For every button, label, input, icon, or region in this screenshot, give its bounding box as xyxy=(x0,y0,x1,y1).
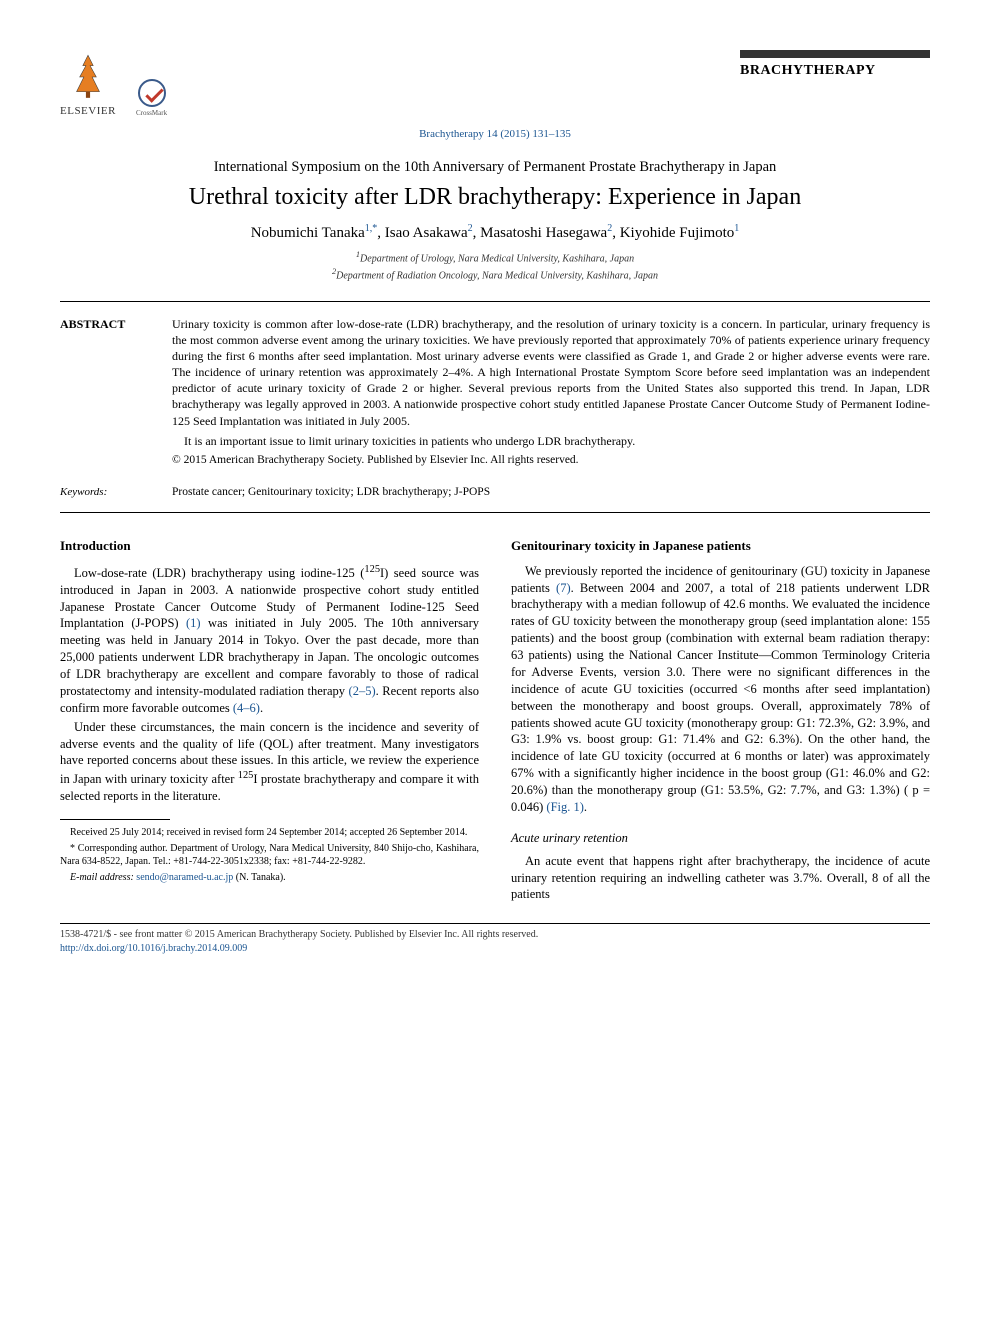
header-row: ELSEVIER CrossMark BRACHYTHERAPY xyxy=(60,50,930,119)
footnote-email: E-mail address: sendo@naramed-u.ac.jp (N… xyxy=(60,871,479,885)
body-columns: Introduction Low-dose-rate (LDR) brachyt… xyxy=(60,537,930,905)
footnote-divider xyxy=(60,819,170,820)
affiliation: 1Department of Urology, Nara Medical Uni… xyxy=(60,249,930,266)
abstract-para: It is an important issue to limit urinar… xyxy=(172,433,930,449)
author: Masatoshi Hasegawa2 xyxy=(480,225,612,241)
keywords-block: Keywords: Prostate cancer; Genitourinary… xyxy=(60,485,930,501)
abstract-para: Urinary toxicity is common after low-dos… xyxy=(172,316,930,429)
subsection-heading: Acute urinary retention xyxy=(511,830,930,847)
crossmark-icon xyxy=(138,79,166,107)
symposium-line: International Symposium on the 10th Anni… xyxy=(60,158,930,178)
abstract-block: ABSTRACT Urinary toxicity is common afte… xyxy=(60,316,930,469)
issn-line: 1538-4721/$ - see front matter © 2015 Am… xyxy=(60,928,930,942)
citation-line: Brachytherapy 14 (2015) 131–135 xyxy=(60,127,930,142)
body-paragraph: Under these circumstances, the main conc… xyxy=(60,719,479,806)
author-list: Nobumichi Tanaka1,*, Isao Asakawa2, Masa… xyxy=(60,222,930,243)
affiliations: 1Department of Urology, Nara Medical Uni… xyxy=(60,249,930,283)
section-heading: Introduction xyxy=(60,537,479,555)
elsevier-logo: ELSEVIER xyxy=(60,50,116,119)
keywords-label: Keywords: xyxy=(60,485,152,501)
divider xyxy=(60,301,930,302)
author: Kiyohide Fujimoto1 xyxy=(620,225,740,241)
article-title: Urethral toxicity after LDR brachytherap… xyxy=(60,181,930,213)
email-link[interactable]: sendo@naramed-u.ac.jp xyxy=(136,872,233,883)
footnote-corresponding: * Corresponding author. Department of Ur… xyxy=(60,842,479,869)
author: Nobumichi Tanaka1,* xyxy=(251,225,378,241)
body-paragraph: An acute event that happens right after … xyxy=(511,853,930,904)
reference-link[interactable]: (Fig. 1) xyxy=(546,800,584,814)
body-paragraph: Low-dose-rate (LDR) brachytherapy using … xyxy=(60,563,479,717)
footnote-received: Received 25 July 2014; received in revis… xyxy=(60,826,479,840)
right-column: Genitourinary toxicity in Japanese patie… xyxy=(511,537,930,905)
author: Isao Asakawa2 xyxy=(385,225,473,241)
elsevier-tree-icon xyxy=(62,50,114,102)
journal-name: BRACHYTHERAPY xyxy=(740,62,930,81)
section-heading: Genitourinary toxicity in Japanese patie… xyxy=(511,537,930,555)
reference-link[interactable]: (4–6) xyxy=(233,701,260,715)
crossmark-label: CrossMark xyxy=(136,109,167,118)
divider xyxy=(60,512,930,513)
crossmark-badge[interactable]: CrossMark xyxy=(136,79,167,118)
left-column: Introduction Low-dose-rate (LDR) brachyt… xyxy=(60,537,479,905)
divider xyxy=(60,923,930,924)
body-paragraph: We previously reported the incidence of … xyxy=(511,563,930,816)
abstract-body: Urinary toxicity is common after low-dos… xyxy=(172,316,930,469)
doi-link[interactable]: http://dx.doi.org/10.1016/j.brachy.2014.… xyxy=(60,942,930,956)
keywords-text: Prostate cancer; Genitourinary toxicity;… xyxy=(172,485,490,501)
journal-block: BRACHYTHERAPY xyxy=(740,50,930,81)
reference-link[interactable]: (7) xyxy=(556,581,571,595)
affiliation: 2Department of Radiation Oncology, Nara … xyxy=(60,266,930,283)
publisher-name: ELSEVIER xyxy=(60,104,116,119)
publisher-block: ELSEVIER CrossMark xyxy=(60,50,167,119)
abstract-label: ABSTRACT xyxy=(60,316,152,469)
journal-bar xyxy=(740,50,930,58)
abstract-copyright: © 2015 American Brachytherapy Society. P… xyxy=(172,453,930,469)
reference-link[interactable]: (1) xyxy=(186,616,201,630)
reference-link[interactable]: (2–5) xyxy=(349,684,376,698)
footnotes: Received 25 July 2014; received in revis… xyxy=(60,826,479,884)
